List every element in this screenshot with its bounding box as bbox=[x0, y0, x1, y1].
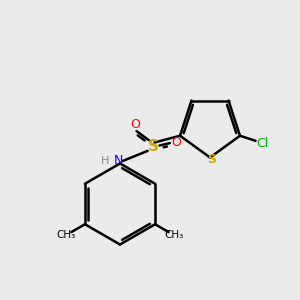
Text: S: S bbox=[148, 140, 158, 154]
Text: N: N bbox=[114, 154, 123, 167]
Text: H: H bbox=[101, 155, 110, 166]
Text: O: O bbox=[130, 118, 140, 131]
Text: S: S bbox=[207, 153, 216, 167]
Text: CH₃: CH₃ bbox=[165, 230, 184, 240]
Text: O: O bbox=[172, 136, 181, 149]
Text: CH₃: CH₃ bbox=[56, 230, 75, 240]
Text: Cl: Cl bbox=[257, 137, 269, 150]
